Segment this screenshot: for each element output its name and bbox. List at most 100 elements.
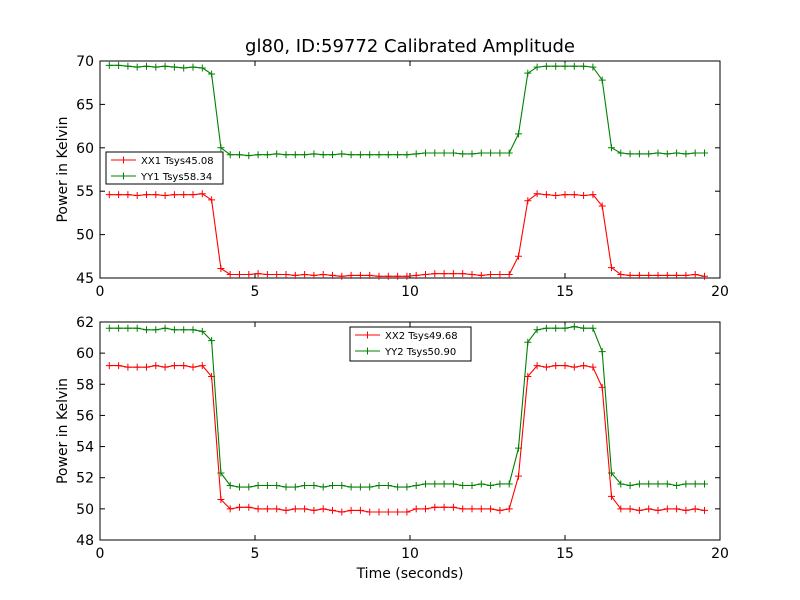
data-point <box>561 324 569 332</box>
data-point <box>505 505 513 513</box>
data-point <box>198 362 206 370</box>
data-point <box>254 151 262 159</box>
data-point <box>356 506 364 514</box>
data-point <box>645 480 653 488</box>
y-tick-label: 48 <box>76 533 94 549</box>
data-point <box>226 505 234 513</box>
legend-marker <box>364 347 371 355</box>
data-point <box>282 506 290 514</box>
y-tick-label: 70 <box>76 54 94 70</box>
data-point <box>645 505 653 513</box>
data-point <box>245 271 253 279</box>
data-point <box>617 480 625 488</box>
data-point <box>440 270 448 278</box>
data-point <box>403 151 411 159</box>
x-tick-label: 0 <box>96 284 105 300</box>
data-point <box>412 505 420 513</box>
series-yy1 <box>105 61 708 160</box>
data-point <box>161 192 169 200</box>
data-point <box>375 508 383 516</box>
data-point <box>449 503 457 511</box>
data-point <box>515 444 522 452</box>
data-point <box>384 508 392 516</box>
data-point <box>105 324 113 332</box>
data-point <box>701 272 708 280</box>
data-point <box>180 326 188 334</box>
data-point <box>645 271 653 279</box>
data-point <box>161 324 169 332</box>
data-point <box>403 483 411 491</box>
data-point <box>580 62 588 70</box>
data-point <box>524 197 532 205</box>
legend-marker <box>120 156 127 164</box>
data-point <box>533 63 541 71</box>
data-point <box>124 363 132 371</box>
data-point <box>459 150 467 158</box>
data-point <box>608 469 615 477</box>
data-point <box>524 69 532 77</box>
data-point <box>329 151 336 159</box>
y-tick-label: 56 <box>76 408 94 424</box>
data-point <box>236 503 243 511</box>
data-point <box>143 62 150 70</box>
legend-box <box>349 326 472 362</box>
data-point <box>412 271 420 279</box>
data-point <box>273 482 281 489</box>
data-point <box>663 480 671 488</box>
x-axis-label: Time (seconds) <box>356 566 464 582</box>
data-point <box>152 63 160 71</box>
y-tick-label: 60 <box>76 346 94 362</box>
data-point <box>319 271 327 279</box>
data-point <box>598 76 606 84</box>
y-tick-label: 62 <box>76 315 94 331</box>
data-point <box>189 326 197 334</box>
legend: XX1 Tsys45.08 YY1 Tsys58.34 <box>105 151 224 185</box>
data-point <box>291 505 299 513</box>
y-axis-label: Power in Kelvin <box>55 378 71 484</box>
data-point <box>263 271 271 279</box>
data-point <box>124 62 132 70</box>
bottom-panel: 0 5 10 15 20 48 50 52 54 56 58 60 62 Power in Kelvin T… <box>55 315 729 582</box>
y-tick-label: 60 <box>76 141 94 157</box>
data-point <box>282 483 290 491</box>
data-point <box>124 191 132 199</box>
data-point <box>496 149 504 157</box>
data-point <box>291 483 299 491</box>
data-point <box>347 483 355 491</box>
data-point <box>301 482 309 489</box>
data-point <box>589 191 597 199</box>
data-point <box>468 150 476 158</box>
data-point <box>468 271 476 279</box>
y-tick-label: 50 <box>76 228 94 244</box>
data-point <box>226 151 234 159</box>
data-point <box>440 503 448 511</box>
data-point <box>273 271 281 279</box>
data-point <box>198 64 206 72</box>
data-point <box>691 149 699 157</box>
data-point <box>105 362 113 370</box>
data-point <box>273 150 281 158</box>
data-point <box>273 505 281 513</box>
data-point <box>301 505 309 513</box>
data-point <box>310 482 318 489</box>
top-panel: 0 5 10 15 20 45 50 55 60 65 70 Power in Kelvin XX1 T… <box>55 54 729 300</box>
data-point <box>329 271 336 279</box>
data-point <box>356 483 364 491</box>
data-point <box>533 190 541 198</box>
data-point <box>570 62 578 70</box>
y-tick-label: 54 <box>76 440 94 456</box>
data-point <box>635 506 643 514</box>
data-point <box>701 506 708 514</box>
data-point <box>673 149 681 157</box>
data-point <box>626 271 634 279</box>
data-point <box>617 505 625 513</box>
data-point <box>524 373 532 380</box>
data-point <box>245 152 253 160</box>
data-point <box>533 326 541 334</box>
data-point <box>654 271 662 279</box>
data-point <box>282 151 290 159</box>
data-point <box>254 270 262 278</box>
data-point <box>580 192 588 200</box>
data-point <box>152 362 160 370</box>
data-point <box>189 63 197 71</box>
